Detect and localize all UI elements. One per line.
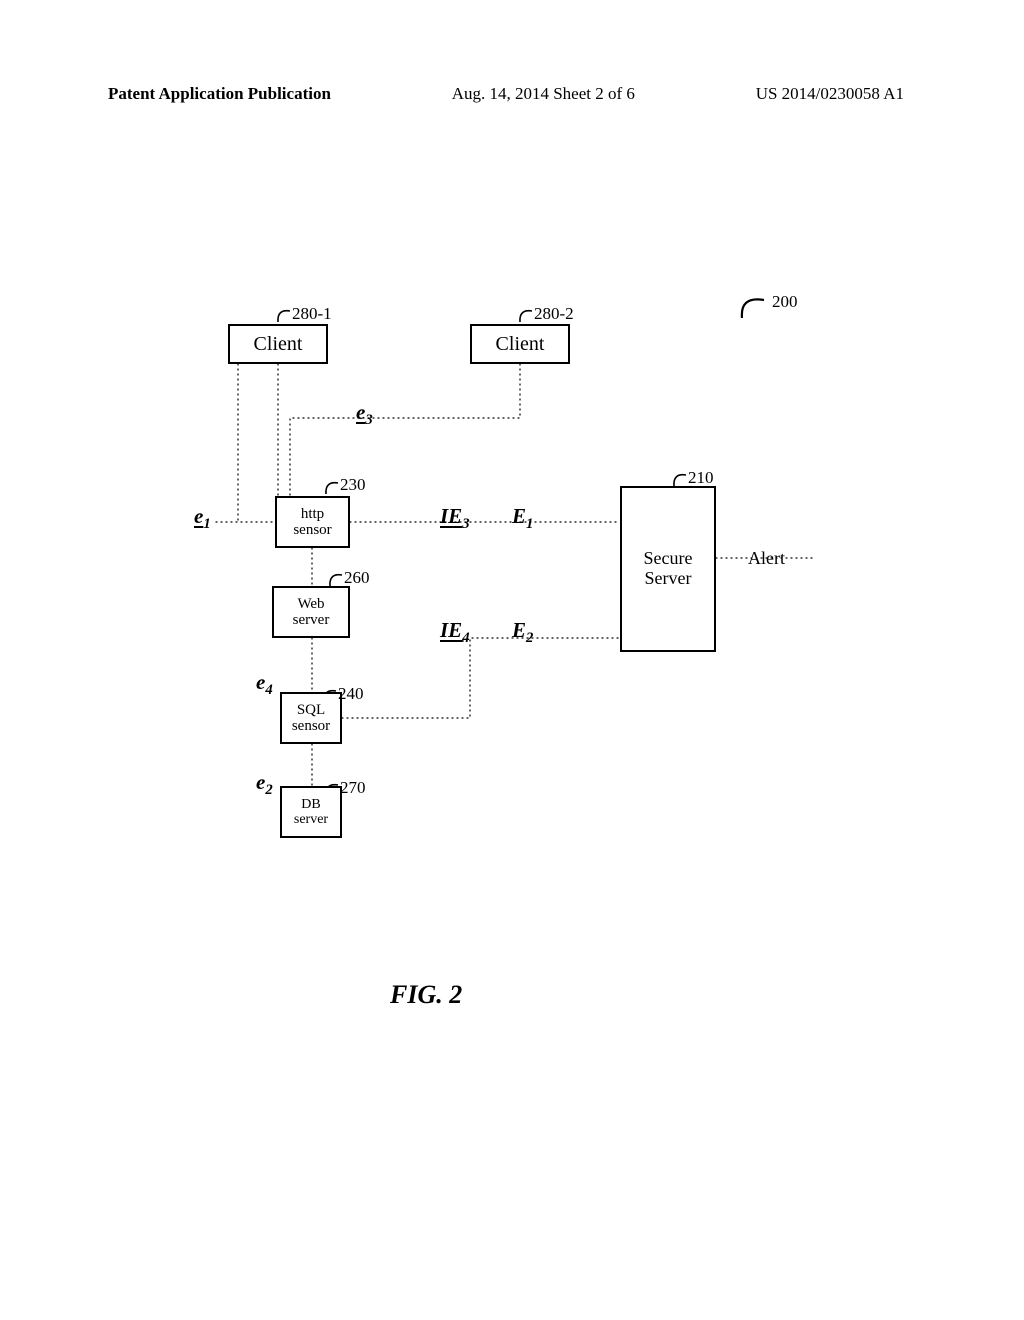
http-sensor-box: httpsensor bbox=[275, 496, 350, 548]
ref-200: 200 bbox=[772, 292, 798, 312]
secure-server-box: SecureServer bbox=[620, 486, 716, 652]
web-server-box: Webserver bbox=[272, 586, 350, 638]
db-server-box: DBserver bbox=[280, 786, 342, 838]
diagram-fig-2: Client Client httpsensor Webserver SQLse… bbox=[140, 280, 880, 930]
edge-label-E1: E1 bbox=[512, 504, 533, 533]
edge-label-e3: e3 bbox=[356, 400, 373, 429]
page-header: Patent Application Publication Aug. 14, … bbox=[0, 84, 1024, 104]
sql-sensor-box: SQLsensor bbox=[280, 692, 342, 744]
edge-label-e2: e2 bbox=[256, 770, 273, 799]
edge-label-E2: E2 bbox=[512, 618, 533, 647]
edge-label-IE4: IE4 bbox=[440, 618, 470, 647]
ref-260: 260 bbox=[344, 568, 370, 588]
header-right: US 2014/0230058 A1 bbox=[756, 84, 904, 104]
header-left: Patent Application Publication bbox=[108, 84, 331, 104]
edge-label-IE3: IE3 bbox=[440, 504, 470, 533]
alert-label: Alert bbox=[748, 548, 785, 569]
client-box-2: Client bbox=[470, 324, 570, 364]
figure-caption: FIG. 2 bbox=[390, 980, 462, 1010]
ref-280-1: 280-1 bbox=[292, 304, 332, 324]
connectors-layer bbox=[140, 280, 880, 930]
ref-240: 240 bbox=[338, 684, 364, 704]
header-center: Aug. 14, 2014 Sheet 2 of 6 bbox=[452, 84, 635, 104]
ref-280-2: 280-2 bbox=[534, 304, 574, 324]
ref-230: 230 bbox=[340, 475, 366, 495]
client-box-1: Client bbox=[228, 324, 328, 364]
ref-270: 270 bbox=[340, 778, 366, 798]
edge-label-e1: e1 bbox=[194, 504, 211, 533]
edge-label-e4: e4 bbox=[256, 670, 273, 699]
ref-210: 210 bbox=[688, 468, 714, 488]
